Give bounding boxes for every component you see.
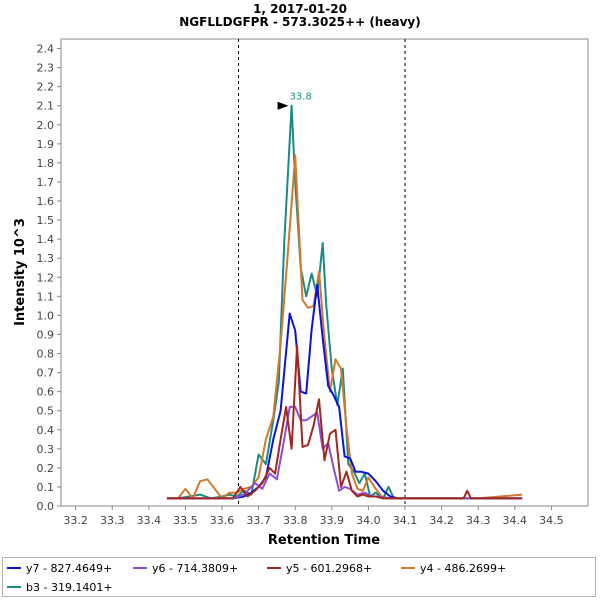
x-tick-label: 34.3 xyxy=(466,514,491,527)
y-tick-label: 0.7 xyxy=(37,367,55,380)
x-tick-label: 33.5 xyxy=(173,514,198,527)
legend-swatch xyxy=(267,567,281,569)
y-tick-label: 2.2 xyxy=(37,81,55,94)
y-tick-label: 0.3 xyxy=(37,443,55,456)
x-tick-label: 34.2 xyxy=(429,514,454,527)
y-tick-label: 0.8 xyxy=(37,348,55,361)
y-axis: 0.0 0.1 0.2 0.3 0.4 0.5 0.6 0.7 0.8 0.9 1.0 1.1 1.2 1… xyxy=(37,43,61,513)
x-tick-label: 33.9 xyxy=(320,514,345,527)
series-line-y6 xyxy=(167,405,523,500)
legend-label: b3 - 319.1401+ xyxy=(26,580,113,594)
y-tick-label: 0.0 xyxy=(37,500,55,513)
x-tick-label: 33.2 xyxy=(63,514,88,527)
legend-item-y6: y6 - 714.3809+ xyxy=(133,560,238,576)
y-tick-label: 1.7 xyxy=(37,176,55,189)
y-tick-label: 0.6 xyxy=(37,386,55,399)
x-axis-label: Retention Time xyxy=(268,533,380,548)
legend-swatch xyxy=(7,586,21,588)
y-tick-label: 1.5 xyxy=(37,214,55,227)
peak-marker-arrow xyxy=(277,101,289,110)
x-tick-label: 33.7 xyxy=(246,514,271,527)
y-tick-label: 1.2 xyxy=(37,271,55,284)
series-line-y5 xyxy=(167,344,523,500)
peak-annotation-layer: 33.8 xyxy=(277,92,312,110)
y-tick-label: 0.2 xyxy=(37,462,55,475)
legend: y7 - 827.4649+ y6 - 714.3809+ y5 - 601.296… xyxy=(2,557,596,597)
legend-item-y4: y4 - 486.2699+ xyxy=(401,560,506,576)
y-tick-label: 0.5 xyxy=(37,405,55,418)
x-tick-label: 34.0 xyxy=(356,514,381,527)
y-tick-label: 1.1 xyxy=(37,290,55,303)
y-tick-label: 1.6 xyxy=(37,195,55,208)
series-line-y4 xyxy=(167,154,523,500)
x-tick-label: 33.6 xyxy=(210,514,235,527)
y-tick-label: 1.4 xyxy=(37,233,55,246)
y-axis-label: Intensity 10^3 xyxy=(13,218,28,326)
series-layer xyxy=(167,104,523,500)
x-tick-label: 34.1 xyxy=(393,514,418,527)
x-tick-label: 33.3 xyxy=(100,514,125,527)
x-axis: 33.2 33.3 33.4 33.5 33.6 33.7 33.8 33.9 34.0 34.1… xyxy=(63,506,564,527)
legend-swatch xyxy=(7,567,21,569)
x-tick-label: 34.4 xyxy=(503,514,528,527)
x-tick-label: 34.5 xyxy=(539,514,564,527)
legend-label: y4 - 486.2699+ xyxy=(420,561,507,575)
legend-item-y5: y5 - 601.2968+ xyxy=(267,560,372,576)
y-tick-label: 2.3 xyxy=(37,62,55,75)
y-tick-label: 2.1 xyxy=(37,100,55,113)
legend-item-y7: y7 - 827.4649+ xyxy=(7,560,112,576)
legend-label: y7 - 827.4649+ xyxy=(26,561,113,575)
legend-label: y5 - 601.2968+ xyxy=(286,561,373,575)
y-tick-label: 0.1 xyxy=(37,481,55,494)
y-tick-label: 2.4 xyxy=(37,43,55,56)
chart-title: 1, 2017-01-20 xyxy=(253,2,347,16)
y-tick-label: 2.0 xyxy=(37,119,55,132)
x-tick-label: 33.4 xyxy=(137,514,162,527)
legend-swatch xyxy=(401,567,415,569)
legend-label: y6 - 714.3809+ xyxy=(152,561,239,575)
peak-label: 33.8 xyxy=(290,92,312,103)
chart-subtitle: NGFLLDGFPR - 573.3025++ (heavy) xyxy=(179,15,420,29)
y-tick-label: 1.3 xyxy=(37,252,55,265)
x-tick-label: 33.8 xyxy=(283,514,308,527)
legend-item-b3: b3 - 319.1401+ xyxy=(7,579,113,595)
y-tick-label: 0.9 xyxy=(37,328,55,341)
y-tick-label: 1.8 xyxy=(37,157,55,170)
y-tick-label: 1.9 xyxy=(37,138,55,151)
y-tick-label: 1.0 xyxy=(37,309,55,322)
y-tick-label: 0.4 xyxy=(37,424,55,437)
legend-swatch xyxy=(133,567,147,569)
